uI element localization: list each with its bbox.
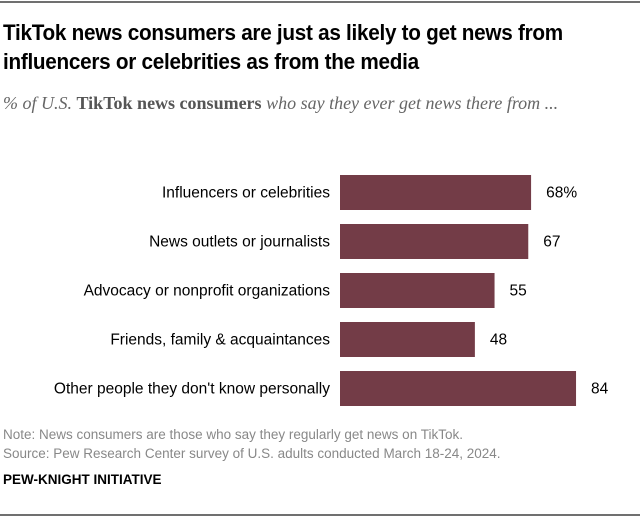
value-label: 84 xyxy=(591,381,609,398)
brand-label: PEW-KNIGHT INITIATIVE xyxy=(3,472,162,487)
top-rule xyxy=(0,1,640,3)
source-text: Source: Pew Research Center survey of U.… xyxy=(3,446,501,461)
chart-subtitle: % of U.S. TikTok news consumers who say … xyxy=(3,91,613,115)
category-label: Friends, family & acquaintances xyxy=(110,332,330,349)
footnote: Note: News consumers are those who say t… xyxy=(3,425,501,463)
bar-chart: Influencers or celebrities 68% News outlet… xyxy=(54,175,609,406)
chart-title: TikTok news consumers are just as likely… xyxy=(3,20,563,74)
bar xyxy=(340,273,495,308)
subtitle-suffix: who say they ever get news there from ..… xyxy=(261,93,559,113)
note-text: Note: News consumers are those who say t… xyxy=(3,427,463,442)
value-label: 55 xyxy=(510,283,527,300)
category-label: News outlets or journalists xyxy=(149,234,330,251)
category-label: Advocacy or nonprofit organizations xyxy=(84,283,331,300)
bar xyxy=(340,224,529,259)
bar xyxy=(340,175,532,210)
subtitle-bold: TikTok news consumers xyxy=(76,93,262,113)
value-label: 48 xyxy=(490,332,507,349)
bar xyxy=(340,322,475,357)
value-label: 67 xyxy=(543,234,560,251)
category-label: Other people they don't know personally xyxy=(54,381,330,398)
value-label: 68% xyxy=(546,185,577,202)
subtitle-prefix: % of U.S. xyxy=(3,93,77,113)
bar xyxy=(340,371,577,406)
category-label: Influencers or celebrities xyxy=(162,185,330,202)
bottom-rule xyxy=(0,514,640,516)
